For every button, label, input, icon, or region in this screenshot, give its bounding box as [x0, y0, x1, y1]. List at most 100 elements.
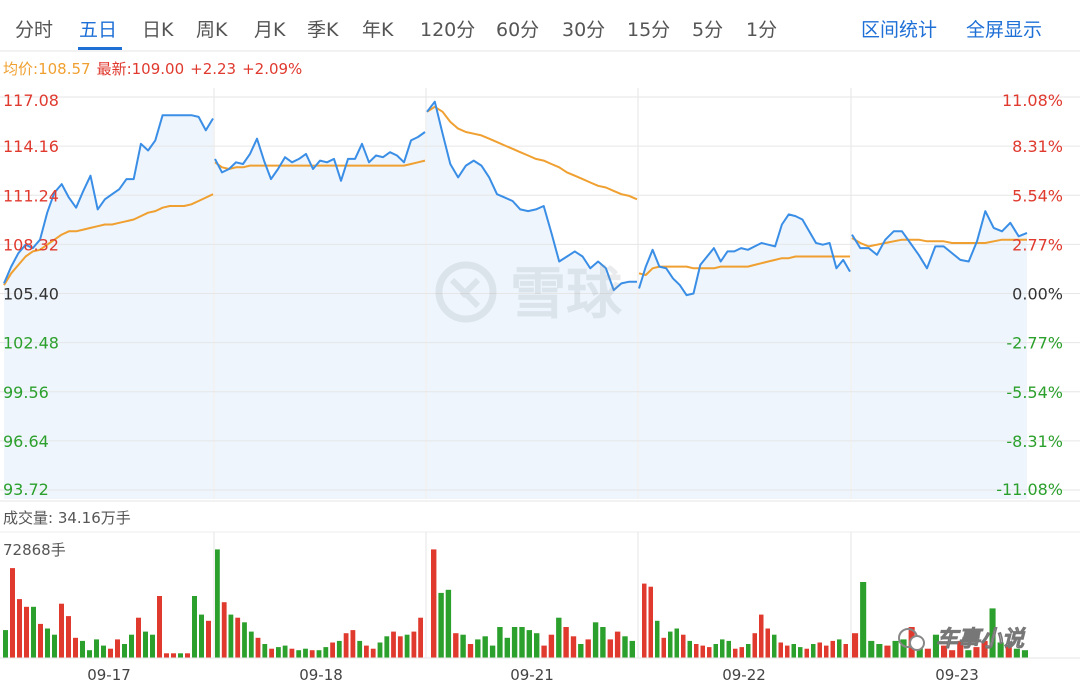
volume-bar — [221, 602, 227, 658]
volume-bar — [824, 645, 829, 658]
volume-bar — [759, 614, 764, 658]
volume-bar — [687, 640, 692, 658]
volume-bar — [122, 644, 127, 658]
volume-bar — [438, 592, 444, 658]
tab-0[interactable]: 分时 — [15, 19, 53, 41]
price-line-day-1 — [214, 131, 426, 182]
volume-bar — [115, 639, 120, 658]
tab-1[interactable]: 五日 — [79, 19, 117, 41]
volume-bar — [868, 640, 875, 658]
volume-bar — [694, 644, 699, 658]
volume-bar — [136, 617, 141, 658]
watermark-text: 雪球 — [510, 262, 623, 327]
date-label: 09-23 — [935, 666, 979, 684]
period-tabbar — [0, 47, 1080, 52]
pct-tick-label: -5.54% — [1006, 383, 1063, 402]
tab-2[interactable]: 日K — [142, 19, 174, 41]
avg-line-day-2 — [426, 105, 638, 201]
avg-line-day-1 — [214, 159, 426, 170]
volume-bar — [811, 644, 816, 658]
tab-5[interactable]: 季K — [307, 19, 339, 41]
link-1[interactable]: 全屏显示 — [966, 19, 1042, 41]
y-tick-label: 108.32 — [3, 235, 59, 254]
volume-bar — [276, 647, 281, 658]
volume-bar — [900, 639, 907, 658]
volume-bar — [129, 634, 134, 658]
volume-bar — [384, 636, 390, 658]
volume-bar — [108, 648, 113, 658]
volume-bar — [949, 650, 956, 658]
volume-bar — [150, 634, 155, 658]
volume-bar — [655, 620, 660, 658]
volume-bar — [534, 633, 540, 658]
y-tick-label: 102.48 — [3, 334, 59, 353]
volume-bar — [713, 644, 718, 658]
y-tick-label: 105.40 — [3, 285, 59, 304]
volume-bar — [460, 634, 466, 658]
volume-bar — [255, 637, 261, 658]
volume-bar — [411, 631, 417, 658]
volume-bar — [629, 640, 635, 658]
volume-bar — [323, 647, 329, 658]
link-0[interactable]: 区间统计 — [861, 19, 937, 41]
date-label: 09-21 — [510, 666, 554, 684]
volume-bar — [59, 603, 64, 658]
avg-line-day-4 — [851, 237, 1027, 248]
tab-7[interactable]: 120分 — [420, 19, 475, 41]
wechat-overlay: 车事小说 — [898, 626, 1026, 652]
tab-12[interactable]: 1分 — [746, 19, 777, 41]
volume-bar — [262, 644, 268, 658]
price-line-day-0 — [3, 114, 214, 284]
volume-bar — [24, 606, 29, 658]
volume-bar — [309, 650, 315, 658]
volume-bar — [733, 648, 738, 658]
volume-bar — [804, 648, 809, 658]
volume-bar — [269, 648, 274, 658]
volume-bar — [989, 608, 996, 658]
active-tab-underline — [78, 47, 122, 50]
volume-bar — [94, 639, 99, 658]
volume-bar — [681, 634, 686, 658]
volume-bar — [178, 653, 183, 658]
tab-8[interactable]: 60分 — [496, 19, 539, 41]
tab-3[interactable]: 周K — [196, 19, 228, 41]
pct-tick-label: 2.77% — [1012, 235, 1063, 254]
tab-9[interactable]: 30分 — [562, 19, 605, 41]
volume-bar — [924, 648, 931, 658]
volume-bar — [648, 586, 653, 658]
volume-bar — [192, 596, 197, 658]
volume-bar — [303, 648, 308, 658]
tab-6[interactable]: 年K — [362, 19, 394, 41]
volume-bar — [418, 617, 423, 658]
volume-bar — [350, 630, 356, 658]
volume-bar — [343, 633, 349, 658]
price-area-day-3 — [639, 214, 850, 499]
avg-label: 均价: — [3, 60, 38, 78]
volume-bar — [164, 653, 169, 658]
price-area-day-2 — [427, 101, 637, 499]
volume-bar — [497, 627, 503, 658]
volume-bar — [1005, 644, 1012, 658]
volume-bar — [798, 647, 803, 658]
tab-4[interactable]: 月K — [254, 19, 286, 41]
volume-bar — [73, 637, 78, 658]
y-tick-label: 93.72 — [3, 480, 49, 499]
volume-bar — [661, 637, 666, 658]
volume-bar — [837, 639, 842, 658]
volume-bar — [785, 645, 790, 658]
volume-bar — [830, 640, 835, 658]
volume-bar — [600, 627, 606, 658]
volume-bar — [642, 583, 647, 658]
volume-bar — [242, 622, 247, 658]
volume-bar — [445, 589, 452, 658]
volume-bar — [746, 644, 751, 658]
tab-10[interactable]: 15分 — [627, 19, 670, 41]
avg-line-day-3 — [638, 255, 850, 276]
volume-bar — [592, 622, 599, 658]
price-line-day-3 — [638, 213, 851, 297]
volume-bar — [391, 631, 396, 658]
tab-11[interactable]: 5分 — [692, 19, 723, 41]
pct-tick-label: 0.00% — [1012, 285, 1063, 304]
volume-bar — [765, 628, 770, 658]
volume-bar — [404, 634, 410, 658]
